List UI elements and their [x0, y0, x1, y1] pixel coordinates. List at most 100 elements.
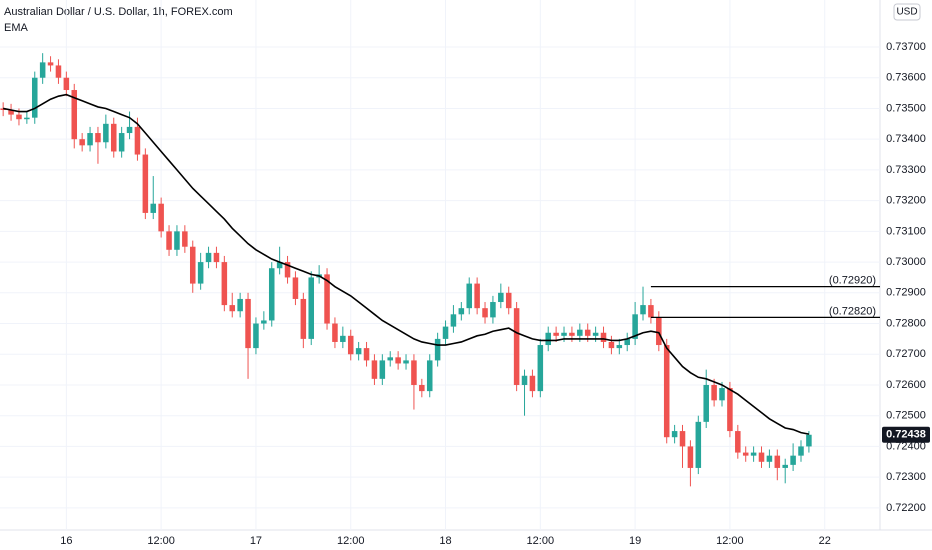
candle-body [529, 375, 536, 392]
candle-body [158, 203, 164, 232]
x-tick-label: 12:00 [527, 535, 555, 547]
candle-body [648, 305, 654, 318]
candle-body [482, 308, 488, 318]
y-tick-label: 0.72200 [886, 502, 926, 514]
candle-body [521, 375, 528, 385]
candle-body [505, 292, 512, 309]
y-tick-label: 0.72300 [886, 471, 926, 483]
candle-body [798, 446, 804, 456]
candle-body [371, 360, 378, 379]
candle-body [63, 77, 70, 91]
candle-body [806, 434, 812, 447]
candle-body [656, 317, 662, 346]
candle-body [308, 277, 315, 339]
marks-layer [0, 53, 812, 487]
candle-body [261, 320, 267, 324]
candle-body [324, 274, 330, 324]
candle-body [79, 139, 85, 146]
candle-body [719, 388, 725, 401]
candle-body [624, 338, 630, 346]
candle-body [284, 262, 291, 278]
candle-body [727, 388, 733, 432]
front-layer: 0.72200 0.72300 0.72400 0.72500 0.72600 0.727… [60, 3, 930, 547]
y-tick-label: 0.73200 [886, 195, 926, 207]
y-tick-label: 0.72700 [886, 348, 926, 360]
candle-body [268, 268, 275, 321]
candle-body [55, 65, 62, 78]
candle-body [458, 308, 465, 315]
candle-body [363, 348, 370, 361]
candle-body [419, 384, 425, 392]
candle-body [237, 298, 243, 312]
candle-body [616, 345, 623, 349]
candle-body [592, 332, 599, 336]
candle-body [134, 126, 141, 155]
candle-body [292, 277, 299, 299]
candle-body [640, 305, 646, 315]
currency-badge [893, 3, 921, 21]
x-tick-label: 22 [819, 535, 831, 547]
candle-body [679, 431, 686, 447]
indicator-label: EMA [4, 22, 29, 34]
y-tick-label: 0.73700 [886, 41, 926, 53]
candle-body [126, 126, 133, 134]
candle-body [332, 323, 338, 342]
x-tick-label: 12:00 [337, 535, 365, 547]
last-price-label: 0.72438 [886, 429, 926, 441]
candle-body [403, 360, 409, 364]
candle-body [671, 431, 678, 438]
candle-body [766, 455, 773, 462]
candle-body [687, 446, 694, 468]
candle-body [584, 329, 591, 336]
candle-body [110, 123, 117, 152]
y-tick-label: 0.72800 [886, 317, 926, 329]
ema-line [3, 93, 810, 435]
candle-body [87, 133, 93, 146]
candle-body [39, 62, 46, 78]
candle-body [663, 345, 670, 438]
candle-body [71, 90, 78, 140]
candle-body [561, 332, 567, 336]
y-tick-label: 0.73100 [886, 225, 926, 237]
candle-body [340, 335, 346, 342]
candle-body [474, 283, 480, 309]
candle-body [537, 345, 544, 392]
candle-body [498, 292, 504, 303]
candle-body [182, 231, 188, 247]
candle-body [24, 117, 30, 120]
candle-body [466, 283, 472, 309]
candle-body [450, 314, 457, 327]
candle-body [221, 262, 228, 306]
candle-body [632, 314, 638, 339]
candle-body [205, 252, 212, 263]
level-label: (0.72920) [829, 275, 876, 287]
candle-body [608, 341, 615, 349]
candle-body [355, 348, 362, 355]
y-tick-label: 0.73500 [886, 102, 926, 114]
currency-label: USD [896, 7, 917, 18]
candle-body [142, 154, 149, 213]
candle-body [229, 305, 236, 312]
candle-body [750, 452, 757, 456]
y-tick-label: 0.73400 [886, 133, 926, 145]
candle-body [434, 338, 441, 361]
grid-layer [0, 0, 932, 531]
y-tick-label: 0.73600 [886, 72, 926, 84]
candle-body [569, 332, 575, 336]
candle-body [31, 77, 38, 118]
candle-body [442, 326, 449, 339]
candle-body [513, 308, 520, 385]
candle-body [695, 421, 702, 468]
candle-body [16, 114, 22, 120]
level-label: (0.72820) [829, 305, 876, 317]
last-price-tag [882, 426, 930, 443]
candle-body [711, 384, 717, 401]
y-tick-label: 0.72500 [886, 410, 926, 422]
candle-body [490, 302, 496, 318]
y-tick-label: 0.72400 [886, 440, 926, 452]
x-tick-label: 19 [629, 535, 641, 547]
x-tick-label: 17 [250, 535, 262, 547]
candle-body [118, 133, 125, 152]
candle-body [379, 360, 386, 379]
